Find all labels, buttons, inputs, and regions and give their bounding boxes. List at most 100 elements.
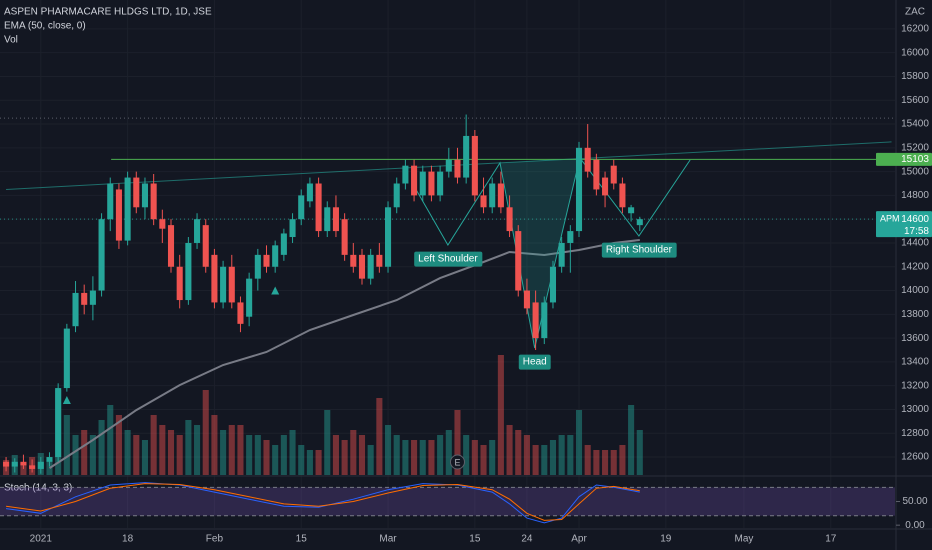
volume-bar [636,430,643,475]
candle-body [497,183,504,208]
volume-bar [523,435,530,475]
x-tick-label: 19 [660,534,672,545]
volume-bar [176,435,183,475]
x-tick-label: 2021 [30,534,53,545]
candle-body [263,254,270,267]
candle-body [445,159,452,172]
volume-bar [263,440,270,475]
candle-body [367,254,374,279]
candle-body [98,219,105,291]
candle-body [89,290,96,305]
pattern-label-box [414,251,483,267]
y-tick-label: 15200 [901,142,929,153]
candle-body [619,183,626,208]
x-tick-label: 17 [825,534,837,545]
volume-bar [72,435,79,475]
candle-body [289,219,296,238]
volume-bar [115,415,122,475]
candle-body [532,302,539,339]
stoch-label: Stoch (14, 3, 3) [4,483,72,494]
y-tick-label: 13000 [901,404,929,415]
candle-body [602,177,609,196]
symbol-label: APM [880,214,900,224]
volume-bar [549,440,557,475]
candle-body [246,278,253,317]
pattern-fill [500,157,580,348]
volume-bar [567,435,574,475]
candle-body [159,219,166,229]
chart-title: ASPEN PHARMACARE HLDGS LTD, 1D, JSE [4,7,212,18]
candle-body [575,147,583,232]
volume-bar [237,425,244,475]
candle-body [150,183,157,220]
pattern-label: Right Shoulder [606,245,673,256]
ema-label: EMA (50, close, 0) [4,21,86,32]
countdown-label: 17:58 [904,226,929,237]
volume-bar [254,435,261,475]
candle-body [81,292,88,305]
candle-body [115,189,122,241]
candle-body [341,219,348,255]
volume-bar [454,410,461,475]
volume-bar [575,410,583,475]
volume-bar [150,415,157,475]
volume-bar [89,435,96,475]
candle-body [37,461,44,469]
candle-body [593,159,600,190]
volume-bar [628,405,635,475]
candle-body [411,165,418,196]
volume-bar [428,440,435,475]
candle-body [20,461,27,466]
volume-bar [541,445,548,475]
volume-bar [98,420,105,475]
volume-bar [532,445,539,475]
y-tick-label: 16000 [901,47,929,58]
last-price-box [876,211,932,238]
candle-body [63,328,70,389]
volume-bar [289,430,296,475]
candle-body [220,266,227,303]
volume-bar [20,463,27,475]
candle-body [306,183,313,202]
volume-label: Vol [4,35,18,46]
candle-body [211,254,218,303]
volume-bar [167,430,175,475]
candle-body [254,254,261,279]
volume-bar [489,440,496,475]
candle-body [237,302,244,324]
volume-bar [610,450,617,475]
candle-body [124,177,131,241]
candle-body [280,233,287,255]
volume-bar [593,450,600,475]
candle-body [107,183,114,220]
x-tick-label: Feb [206,534,224,545]
volume-bar [350,430,357,475]
volume-bar [515,430,522,475]
candle-body [437,171,444,196]
y-tick-label: 15000 [901,166,929,177]
y-tick-label: 16200 [901,24,929,35]
pattern-label: Left Shoulder [418,254,478,265]
volume-bar [246,435,253,475]
y-tick-label: 14800 [901,190,929,201]
candle-body [428,171,435,196]
volume-bar [558,435,565,475]
x-tick-label: 24 [521,534,533,545]
pattern-label: Head [523,357,547,368]
volume-bar [497,355,504,475]
volume-bar [384,425,392,475]
volume-bar [480,445,487,475]
volume-bar [141,440,149,475]
volume-bar [437,435,444,475]
candle-body [332,207,339,232]
candle-body [358,254,366,279]
x-tick-label: May [734,534,753,545]
candle-body [384,207,392,267]
volume-bar [272,445,279,475]
y-tick-label: 13800 [901,309,929,320]
candle-body [3,461,10,467]
signal-marker [62,395,71,404]
y-tick-label: 14400 [901,238,929,249]
volume-bar [402,440,409,475]
